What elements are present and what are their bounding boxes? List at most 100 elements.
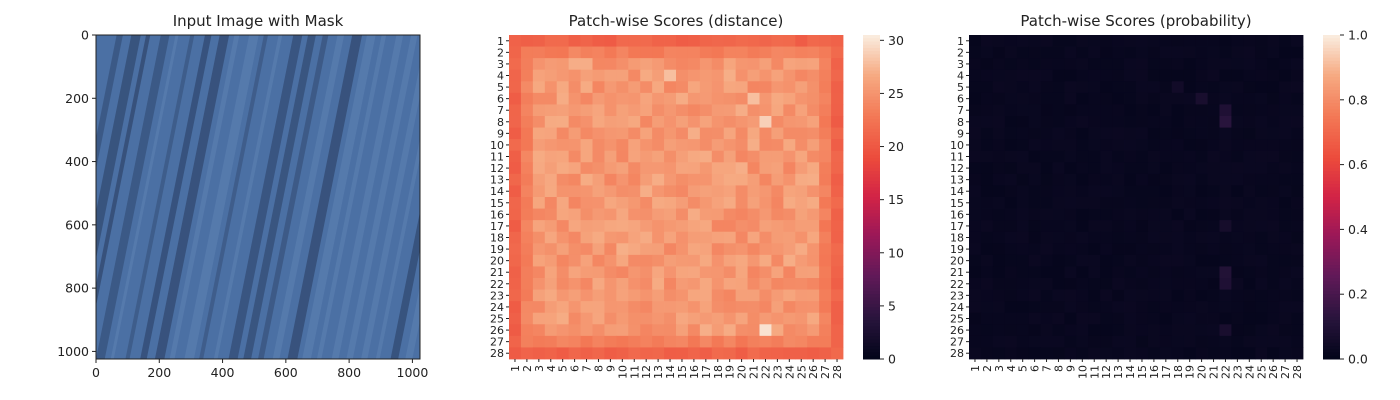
colorbar-segment: [1323, 355, 1340, 360]
heatmap-cell: [795, 139, 808, 152]
heatmap-cell: [1267, 46, 1280, 59]
heatmap-cell: [687, 81, 701, 94]
heatmap-cell: [1255, 208, 1268, 221]
heatmap-cell: [711, 278, 725, 290]
heatmap-cell: [1016, 301, 1030, 314]
heatmap-cell: [1219, 254, 1232, 267]
heatmap-cell: [735, 312, 748, 325]
heatmap-cell: [1219, 220, 1232, 233]
heatmap-cell: [1159, 301, 1173, 314]
heatmap-cell: [1076, 92, 1089, 105]
heatmap-cell: [819, 46, 832, 59]
heatmap-cell: [807, 243, 820, 256]
heatmap-cell: [1171, 278, 1185, 290]
colorbar-segment: [863, 242, 880, 247]
heatmap-cell: [1124, 335, 1137, 348]
heatmap-cell: [1088, 35, 1101, 47]
heatmap-cell: [1171, 185, 1185, 198]
heatmap-cell: [807, 220, 820, 233]
heatmap-cell: [592, 162, 605, 175]
heatmap-cell: [652, 243, 665, 256]
heatmap-cell: [1076, 69, 1089, 82]
heatmap-cell: [711, 104, 725, 117]
heatmap-cell: [1028, 312, 1041, 325]
heatmap-cell: [676, 69, 689, 82]
heatmap-cell: [1136, 289, 1149, 302]
heatmap-cell: [652, 127, 665, 140]
heatmap-cell: [783, 208, 796, 221]
heatmap-cell: [831, 197, 844, 209]
heatmap-cell: [795, 324, 808, 337]
heatmap-cell: [1076, 127, 1089, 140]
heatmap-cell: [1207, 173, 1220, 186]
heatmap-cell: [1243, 35, 1256, 47]
heatmap-cell: [783, 301, 796, 314]
heatmap-cell: [604, 335, 617, 348]
heatmap-cell: [795, 58, 808, 71]
heatmap-cell: [980, 312, 994, 325]
heatmap-cell: [831, 289, 844, 302]
heatmap-cell: [1147, 116, 1161, 128]
heatmap-cell: [652, 104, 665, 117]
heatmap-cell: [520, 127, 534, 140]
heatmap-cell: [1231, 46, 1244, 59]
heatmap-cell: [969, 231, 982, 244]
colorbar-segment: [1323, 154, 1340, 159]
heatmap-cell: [969, 312, 982, 325]
heatmap-cell: [652, 231, 665, 244]
heatmap-cell: [1195, 208, 1208, 221]
image-texture-stripe: [184, 35, 259, 359]
heatmap-cell: [1243, 127, 1256, 140]
colorbar-segment: [1323, 333, 1340, 337]
heatmap-cell: [676, 243, 689, 256]
heatmap-cell: [1267, 208, 1280, 221]
heatmap-cell: [544, 92, 558, 105]
heatmap-cell: [1267, 220, 1280, 233]
heatmap-cell: [807, 162, 820, 175]
heatmap-cell: [676, 347, 689, 360]
colorbar-segment: [1323, 103, 1340, 107]
heatmap-cell: [1112, 150, 1125, 163]
colorbar-segment: [1323, 67, 1340, 72]
heatmap-cell: [747, 312, 760, 325]
heatmap-cell: [1243, 81, 1256, 94]
heatmap-cell: [1231, 116, 1244, 128]
colorbar-segment: [1323, 290, 1340, 295]
colorbar-segment: [863, 148, 880, 153]
heatmap-cell: [1088, 185, 1101, 198]
heatmap-cell: [1231, 104, 1244, 117]
colorbar-tick-label: 20: [888, 139, 904, 154]
colorbar-segment: [1323, 80, 1340, 85]
heatmap-cell: [1052, 243, 1065, 256]
heatmap-cell: [1028, 335, 1041, 348]
heatmap-cell: [735, 35, 748, 47]
heatmap-cell: [592, 243, 605, 256]
heatmap-cell: [1004, 92, 1018, 105]
heatmap-cell: [1159, 173, 1173, 186]
heatmap-cell: [592, 324, 605, 337]
colorbar-segment: [1323, 274, 1340, 279]
heatmap-cell: [520, 58, 534, 71]
heatmap-cell: [1124, 220, 1137, 233]
heatmap-cell: [831, 278, 844, 290]
heatmap-cell: [1255, 185, 1268, 198]
heatmap-cell: [604, 324, 617, 337]
heatmap-cell: [640, 197, 653, 209]
heatmap-cell: [771, 289, 784, 302]
colorbar-segment: [863, 300, 880, 305]
heatmap-cell: [1136, 335, 1149, 348]
heatmap-cell: [735, 335, 748, 348]
heatmap-cell: [1064, 335, 1077, 348]
colorbar-segment: [863, 38, 880, 42]
colorbar-segment: [1323, 57, 1340, 62]
heatmap-cell: [807, 324, 820, 337]
heatmap-cell: [747, 208, 760, 221]
heatmap-cell: [711, 208, 725, 221]
heatmap-cell: [1088, 58, 1101, 71]
heatmap-cell: [640, 312, 653, 325]
heatmap-cell: [1207, 266, 1220, 279]
heatmap-row-tick-label: 18: [950, 232, 964, 245]
heatmap-cell: [1112, 162, 1125, 175]
heatmap-cell: [592, 150, 605, 163]
heatmap-cell: [771, 150, 784, 163]
